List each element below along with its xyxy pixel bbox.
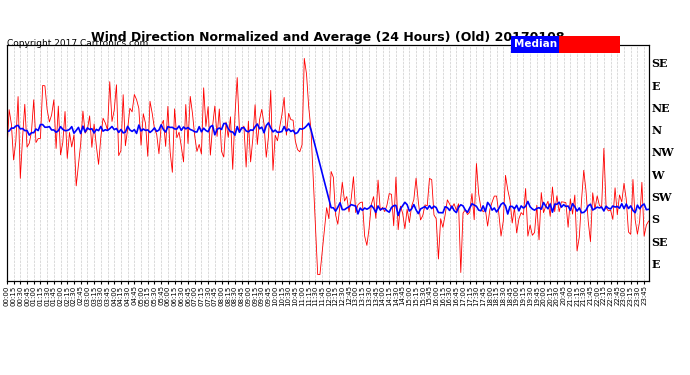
- Text: Copyright 2017 Cartronics.com: Copyright 2017 Cartronics.com: [7, 39, 148, 48]
- Title: Wind Direction Normalized and Average (24 Hours) (Old) 20170108: Wind Direction Normalized and Average (2…: [91, 31, 564, 44]
- Text: Direction: Direction: [562, 39, 616, 50]
- Text: Median: Median: [514, 39, 558, 50]
